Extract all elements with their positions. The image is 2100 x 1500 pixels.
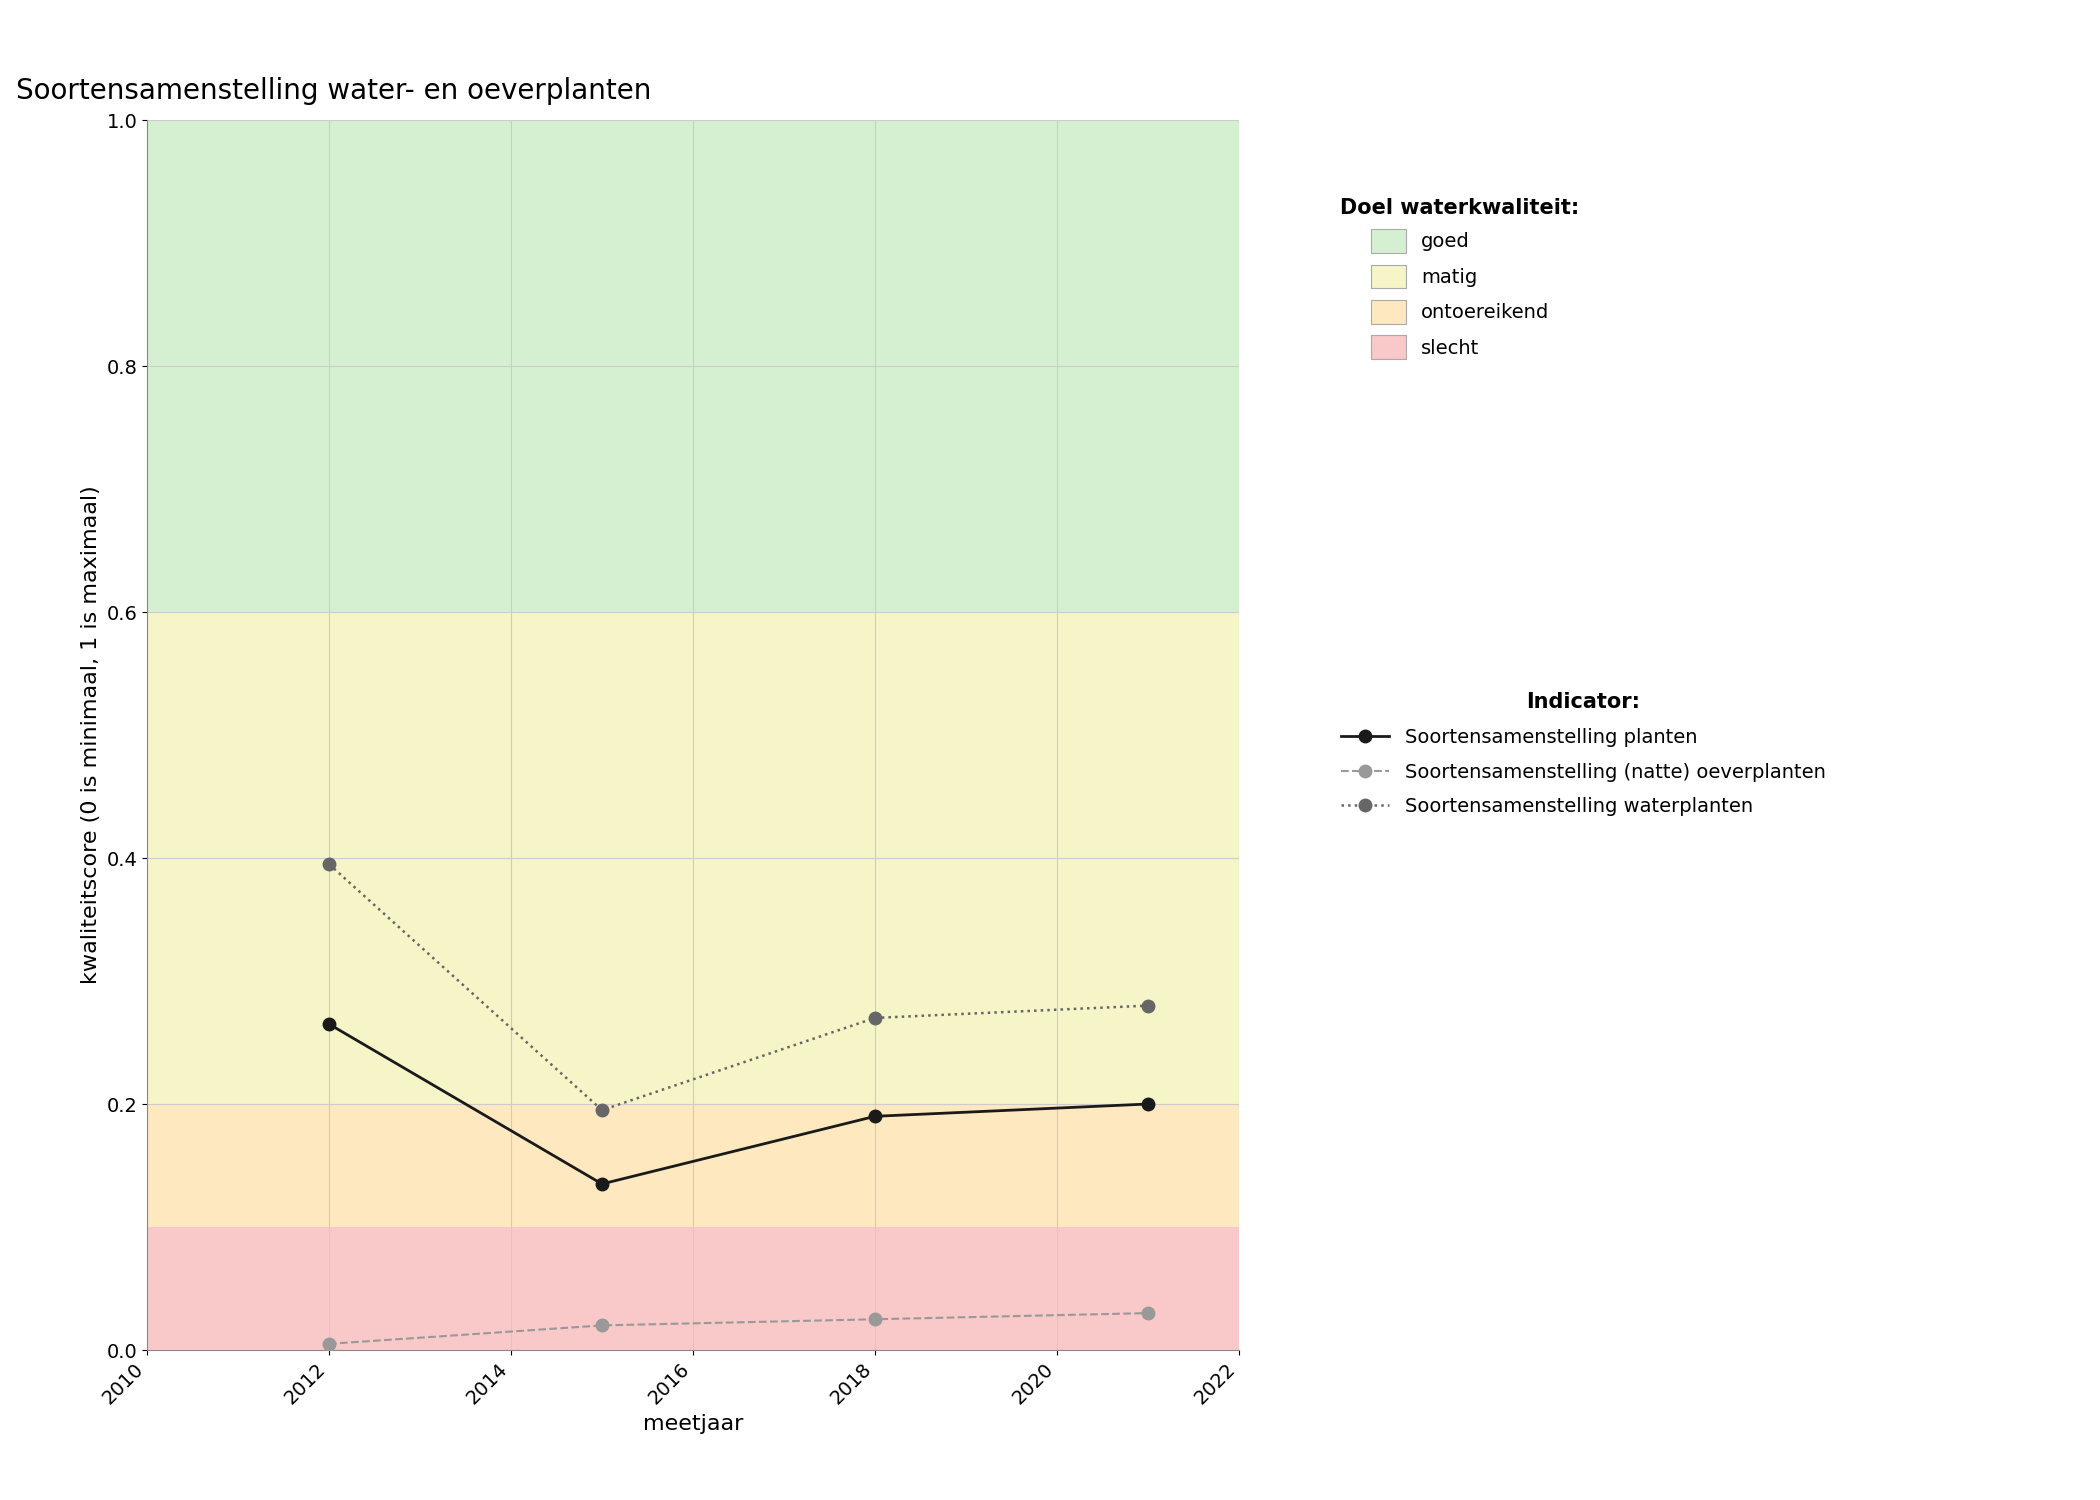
Y-axis label: kwaliteitscore (0 is minimaal, 1 is maximaal): kwaliteitscore (0 is minimaal, 1 is maxi… (80, 486, 101, 984)
Text: Soortensamenstelling water- en oeverplanten: Soortensamenstelling water- en oeverplan… (17, 76, 651, 105)
Bar (147, 1104, 1239, 1227)
Bar (147, 1227, 1239, 1350)
Bar (147, 612, 1239, 1104)
Legend: goed, matig, ontoereikend, slecht: goed, matig, ontoereikend, slecht (1334, 189, 1588, 368)
Bar (147, 120, 1239, 612)
Legend: Soortensamenstelling planten, Soortensamenstelling (natte) oeverplanten, Soorten: Soortensamenstelling planten, Soortensam… (1334, 684, 1833, 824)
X-axis label: meetjaar: meetjaar (643, 1413, 743, 1434)
